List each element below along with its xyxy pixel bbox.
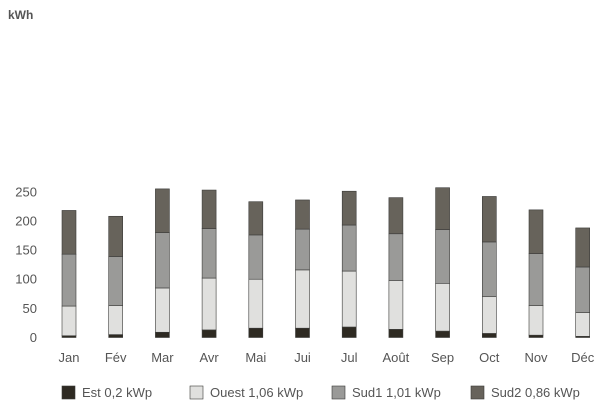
bar-segment	[108, 215, 123, 257]
legend-label: Sud1 1,01 kWp	[352, 385, 441, 400]
bar-segment	[435, 187, 450, 230]
y-tick-label: 0	[30, 330, 37, 345]
bar-segment	[295, 269, 310, 329]
y-axis-ticks: 0 50 100 150 200 250	[15, 184, 37, 345]
x-tick-label: Sep	[431, 350, 454, 365]
x-tick-label: Jul	[341, 350, 358, 365]
x-tick-label: Mai	[245, 350, 266, 365]
bar-segment	[248, 327, 264, 338]
bar-segment	[295, 199, 310, 230]
bar-segment	[61, 253, 77, 307]
y-tick-label: 250	[15, 184, 37, 199]
bar-stack	[435, 187, 450, 338]
y-tick-label: 150	[15, 243, 37, 258]
bar-segment	[435, 330, 450, 338]
x-tick-label: Jan	[59, 350, 80, 365]
bar-stack	[201, 189, 217, 338]
bar-segment	[155, 331, 170, 338]
bar-segment	[388, 329, 404, 338]
legend-label: Sud2 0,86 kWp	[491, 385, 580, 400]
y-axis-label: kWh	[8, 8, 33, 22]
bar-segment	[528, 209, 544, 254]
bar-segment	[388, 197, 404, 235]
bar-segment	[108, 256, 123, 306]
bar-stack	[61, 210, 77, 338]
bar-segment	[528, 305, 544, 336]
bar-segment	[341, 270, 357, 328]
x-axis-ticks: Jan Fév Mar Avr Mai Jui Jul Août Sep Oct Nov Déc	[59, 350, 594, 365]
bar-segment	[481, 296, 497, 334]
bar-segment	[341, 224, 357, 272]
bar-segment	[248, 278, 264, 329]
legend: Est 0,2 kWp Ouest 1,06 kWp Sud1 1,01 kWp Su…	[61, 385, 580, 400]
legend-item: Sud2 0,86 kWp	[470, 385, 580, 400]
legend-swatch	[331, 385, 346, 400]
bar-stack	[108, 215, 123, 338]
bar-segment	[481, 241, 497, 298]
bar-segment	[61, 305, 77, 337]
bar-segment	[201, 189, 217, 229]
bar-stack	[295, 199, 310, 338]
bar-segment	[481, 196, 497, 243]
bar-segment	[435, 282, 450, 332]
bar-segment	[201, 329, 217, 338]
legend-swatch	[61, 385, 76, 400]
legend-item: Sud1 1,01 kWp	[331, 385, 441, 400]
bar-stack	[341, 190, 357, 338]
x-tick-label: Mar	[151, 350, 174, 365]
bars	[61, 187, 591, 338]
y-tick-label: 50	[23, 301, 37, 316]
legend-item: Ouest 1,06 kWp	[189, 385, 303, 400]
bar-stack	[528, 209, 544, 338]
bar-segment	[575, 312, 591, 337]
x-tick-label: Fév	[105, 350, 127, 365]
bar-segment	[341, 326, 357, 338]
bar-segment	[341, 190, 357, 226]
bar-segment	[248, 201, 264, 236]
x-tick-label: Août	[383, 350, 410, 365]
bar-segment	[201, 228, 217, 279]
bar-segment	[108, 334, 123, 338]
legend-swatch	[189, 385, 204, 400]
bar-segment	[528, 253, 544, 306]
bar-segment	[155, 232, 170, 289]
bar-segment	[155, 287, 170, 333]
y-tick-label: 100	[15, 272, 37, 287]
y-tick-label: 200	[15, 213, 37, 228]
x-tick-label: Déc	[571, 350, 594, 365]
bar-segment	[248, 234, 264, 280]
bar-stack	[155, 188, 170, 338]
bar-segment	[388, 280, 404, 330]
bar-segment	[575, 266, 591, 313]
bar-segment	[528, 334, 544, 338]
bar-segment	[295, 228, 310, 271]
bar-segment	[481, 333, 497, 338]
bar-segment	[61, 210, 77, 255]
x-tick-label: Avr	[199, 350, 219, 365]
bar-stack	[481, 196, 497, 338]
bar-stack	[575, 227, 591, 338]
legend-item: Est 0,2 kWp	[61, 385, 152, 400]
bar-segment	[108, 305, 123, 335]
bar-segment	[388, 233, 404, 281]
bar-segment	[201, 277, 217, 331]
bar-stack	[248, 201, 264, 338]
bar-segment	[155, 188, 170, 233]
x-tick-label: Oct	[479, 350, 500, 365]
x-tick-label: Nov	[524, 350, 548, 365]
legend-swatch	[470, 385, 485, 400]
bar-segment	[295, 327, 310, 338]
legend-label: Ouest 1,06 kWp	[210, 385, 303, 400]
bar-segment	[575, 227, 591, 268]
legend-label: Est 0,2 kWp	[82, 385, 152, 400]
bar-segment	[435, 229, 450, 284]
bar-stack	[388, 197, 404, 338]
x-tick-label: Jui	[294, 350, 311, 365]
